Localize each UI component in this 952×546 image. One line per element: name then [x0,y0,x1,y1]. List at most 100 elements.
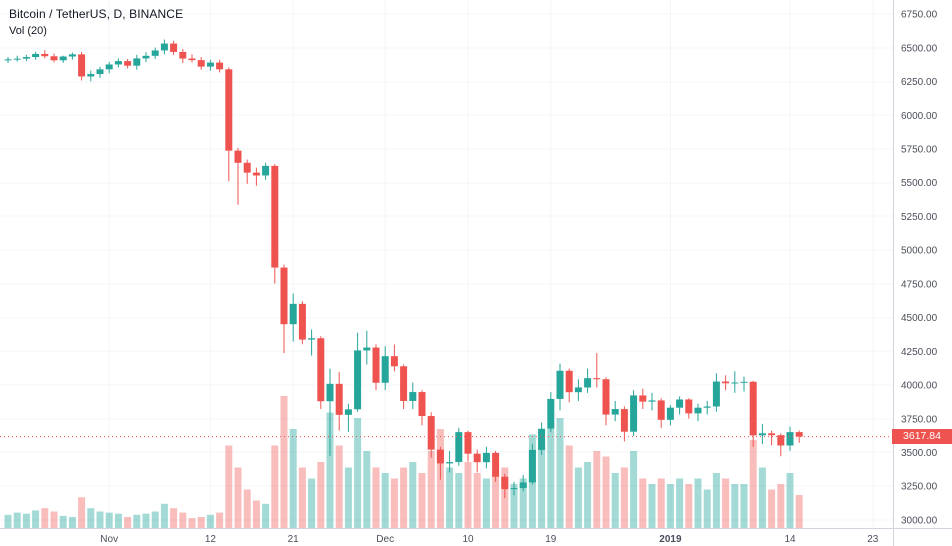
volume-bar [574,467,582,528]
y-axis-label: 6500.00 [901,43,938,54]
volume-layer [4,396,803,528]
candle-body [252,172,260,176]
candle-body [354,350,362,410]
volume-bar [538,445,546,528]
volume-bar [381,473,389,528]
candle-body [151,50,159,56]
volume-bar [492,473,500,528]
volume-bar [758,467,766,528]
volume-bar [593,451,601,528]
volume-bar [188,518,196,528]
volume-bar [657,478,665,528]
candle-body [225,69,233,151]
x-axis-label: 23 [867,534,879,545]
volume-bar [768,489,776,528]
candle-body [409,392,417,401]
volume-bar [694,478,702,528]
volume-bar [390,478,398,528]
volume-bar [455,473,463,528]
volume-bar [317,462,325,528]
candle-body [22,57,30,59]
candle-body [68,54,76,57]
candle-body [243,162,251,173]
volume-bar [197,517,205,528]
candle-body [298,303,306,340]
volume-bar [685,484,693,528]
volume-bar [216,512,224,528]
candle-body [372,347,380,383]
candle-body [50,56,58,61]
candle-body [262,165,270,176]
volume-bar [87,508,95,528]
volume-bar [59,515,67,528]
volume-bar [446,467,454,528]
volume-bar [786,473,794,528]
y-axis-label: 4000.00 [901,381,938,392]
candle-body [41,53,49,57]
y-axis-label: 3750.00 [901,414,938,425]
volume-bar [400,467,408,528]
volume-bar [795,495,803,528]
candle-body [593,378,601,380]
volume-bar [96,511,104,528]
candle-body [381,356,389,383]
volume-bar [32,510,40,528]
candle-body [234,150,242,163]
volume-bar [160,503,168,528]
candle-body [133,58,141,66]
chart-legend: Bitcoin / TetherUS, D, BINANCE Vol (20) [9,7,183,37]
volume-bar [510,484,518,528]
candle-body [326,383,334,402]
candle-body [657,400,665,420]
volume-bar [648,484,656,528]
volume-bar [666,484,674,528]
volume-bar [234,467,242,528]
x-axis-labels: Nov 12 21 Dec 10 19 2019 14 23 [100,534,878,545]
candle-body [694,407,702,414]
candle-body [501,476,509,490]
y-axis-label: 3000.00 [901,515,938,526]
candle-body [4,59,12,61]
volume-bar [547,429,555,528]
candle-body [749,381,757,436]
time-scale[interactable] [0,528,952,546]
candle-body [390,356,398,367]
candle-body [510,488,518,490]
volume-bar [206,514,214,528]
volume-bar [712,473,720,528]
x-axis-label: 19 [545,534,557,545]
candle-body [795,432,803,437]
y-axis-label: 6750.00 [901,10,938,21]
volume-bar [372,467,380,528]
candle-body [179,51,187,59]
volume-bar [464,462,472,528]
candle-body [758,433,766,436]
y-axis-label: 5500.00 [901,178,938,189]
volume-indicator-label[interactable]: Vol (20) [9,25,47,37]
volume-bar [179,512,187,528]
volume-bar [105,512,113,528]
symbol-title[interactable]: Bitcoin / TetherUS, D, BINANCE [9,7,184,21]
volume-bar [41,508,49,528]
volume-bar [611,473,619,528]
y-axis-label: 4500.00 [901,313,938,324]
volume-bar [133,514,141,528]
volume-bar [289,429,297,528]
candle-body [335,383,343,415]
candles-layer [4,39,803,499]
candle-body [620,409,628,432]
candle-body [32,53,40,58]
candle-body [363,347,371,351]
candle-body [188,58,196,61]
candle-body [87,74,95,77]
volume-bar [473,473,481,528]
candle-body [289,303,297,325]
volume-bar [326,412,334,528]
candle-body [712,381,720,407]
candle-body [105,64,113,70]
volume-bar [722,478,730,528]
grid-layer [0,0,893,528]
price-scale[interactable] [893,0,952,528]
